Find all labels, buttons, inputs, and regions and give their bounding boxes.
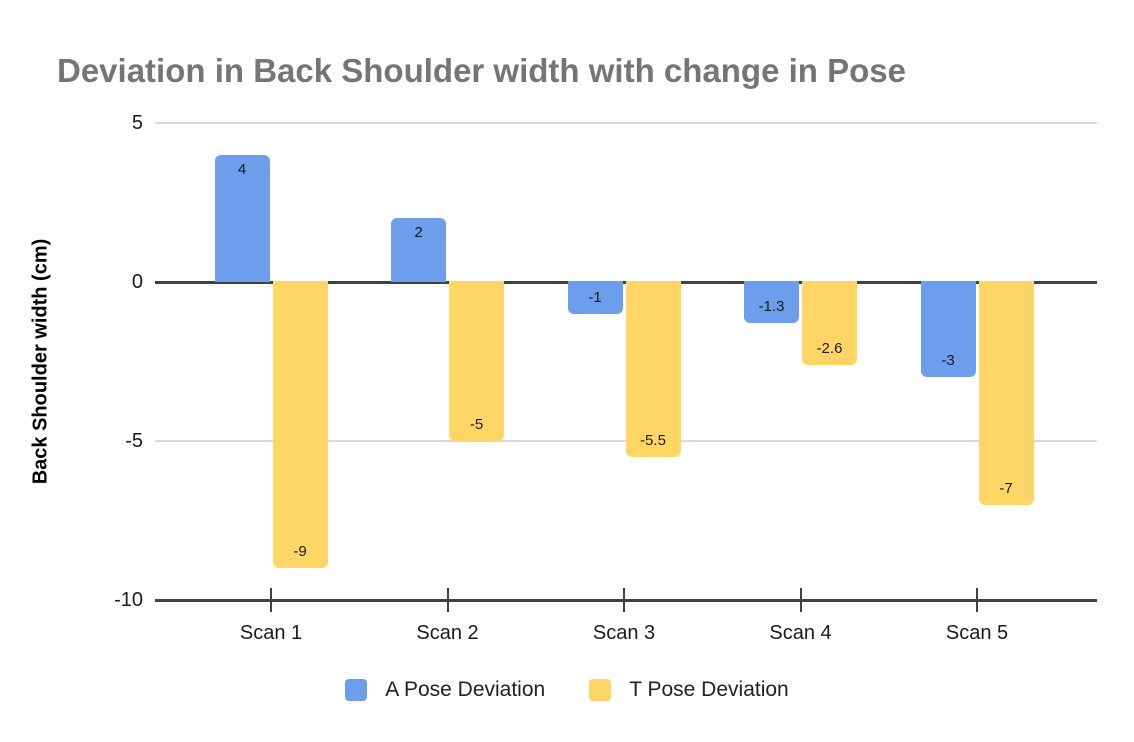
bar-a-pose-deviation-scan-4: [744, 281, 799, 323]
x-axis-line: [155, 599, 1097, 602]
x-tick-label-scan-5: Scan 5: [945, 622, 1009, 644]
x-axis-tick-scan-1: [270, 588, 272, 612]
bar-t-pose-deviation-scan-3: [625, 281, 681, 457]
bar-a-pose-deviation-scan-5: [920, 281, 976, 377]
bar-a-pose-deviation-scan-1: [214, 155, 270, 282]
bar-t-pose-deviation-scan-5: [978, 281, 1034, 505]
bar-t-pose-deviation-scan-1: [272, 281, 328, 568]
legend-entry-a-pose-deviation: A Pose Deviation: [345, 678, 545, 702]
y-tick-label--5: -5: [125, 430, 143, 452]
legend-label-t-pose-deviation: T Pose Deviation: [629, 678, 789, 701]
y-tick-label--10: -10: [114, 589, 143, 611]
chart-title: Deviation in Back Shoulder width with ch…: [57, 52, 906, 89]
x-tick-label-scan-1: Scan 1: [239, 622, 303, 644]
y-tick-label-5: 5: [131, 112, 143, 134]
x-tick-label-scan-2: Scan 2: [416, 622, 479, 644]
bar-value-label-a-pose-deviation-scan-4: -1.3: [758, 298, 785, 315]
legend-swatch-t-pose-deviation: [589, 679, 612, 701]
bar-a-pose-deviation-scan-3: [567, 281, 623, 314]
legend-entry-t-pose-deviation: T Pose Deviation: [589, 678, 789, 702]
bar-t-pose-deviation-scan-4: [802, 281, 857, 365]
y-axis-title: Back Shoulder width (cm): [29, 238, 52, 485]
x-tick-label-scan-4: Scan 4: [769, 622, 832, 644]
x-tick-label-scan-3: Scan 3: [592, 622, 656, 644]
bar-value-label-t-pose-deviation-scan-1: -9: [293, 543, 307, 560]
bar-value-label-t-pose-deviation-scan-5: -7: [999, 480, 1013, 497]
legend: A Pose Deviation T Pose Deviation: [0, 678, 1134, 702]
bar-a-pose-deviation-scan-2: [391, 218, 446, 282]
bar-value-label-a-pose-deviation-scan-5: -3: [941, 352, 955, 369]
legend-swatch-a-pose-deviation: [345, 679, 368, 701]
bar-value-label-a-pose-deviation-scan-3: -1: [588, 289, 602, 306]
gridline-5: [155, 122, 1097, 124]
y-tick-label-0: 0: [131, 271, 143, 293]
legend-label-a-pose-deviation: A Pose Deviation: [385, 678, 546, 701]
x-axis-tick-scan-2: [446, 588, 449, 612]
bar-t-pose-deviation-scan-2: [449, 281, 504, 441]
bar-value-label-t-pose-deviation-scan-4: -2.6: [816, 340, 843, 357]
bar-value-label-t-pose-deviation-scan-2: -5: [469, 416, 484, 433]
bar-value-label-t-pose-deviation-scan-3: -5.5: [640, 432, 666, 449]
x-axis-tick-scan-4: [799, 588, 802, 612]
bar-value-label-a-pose-deviation-scan-1: 4: [237, 161, 247, 178]
bar-value-label-a-pose-deviation-scan-2: 2: [414, 224, 423, 241]
x-axis-tick-scan-3: [623, 588, 625, 612]
x-axis-tick-scan-5: [976, 588, 978, 612]
